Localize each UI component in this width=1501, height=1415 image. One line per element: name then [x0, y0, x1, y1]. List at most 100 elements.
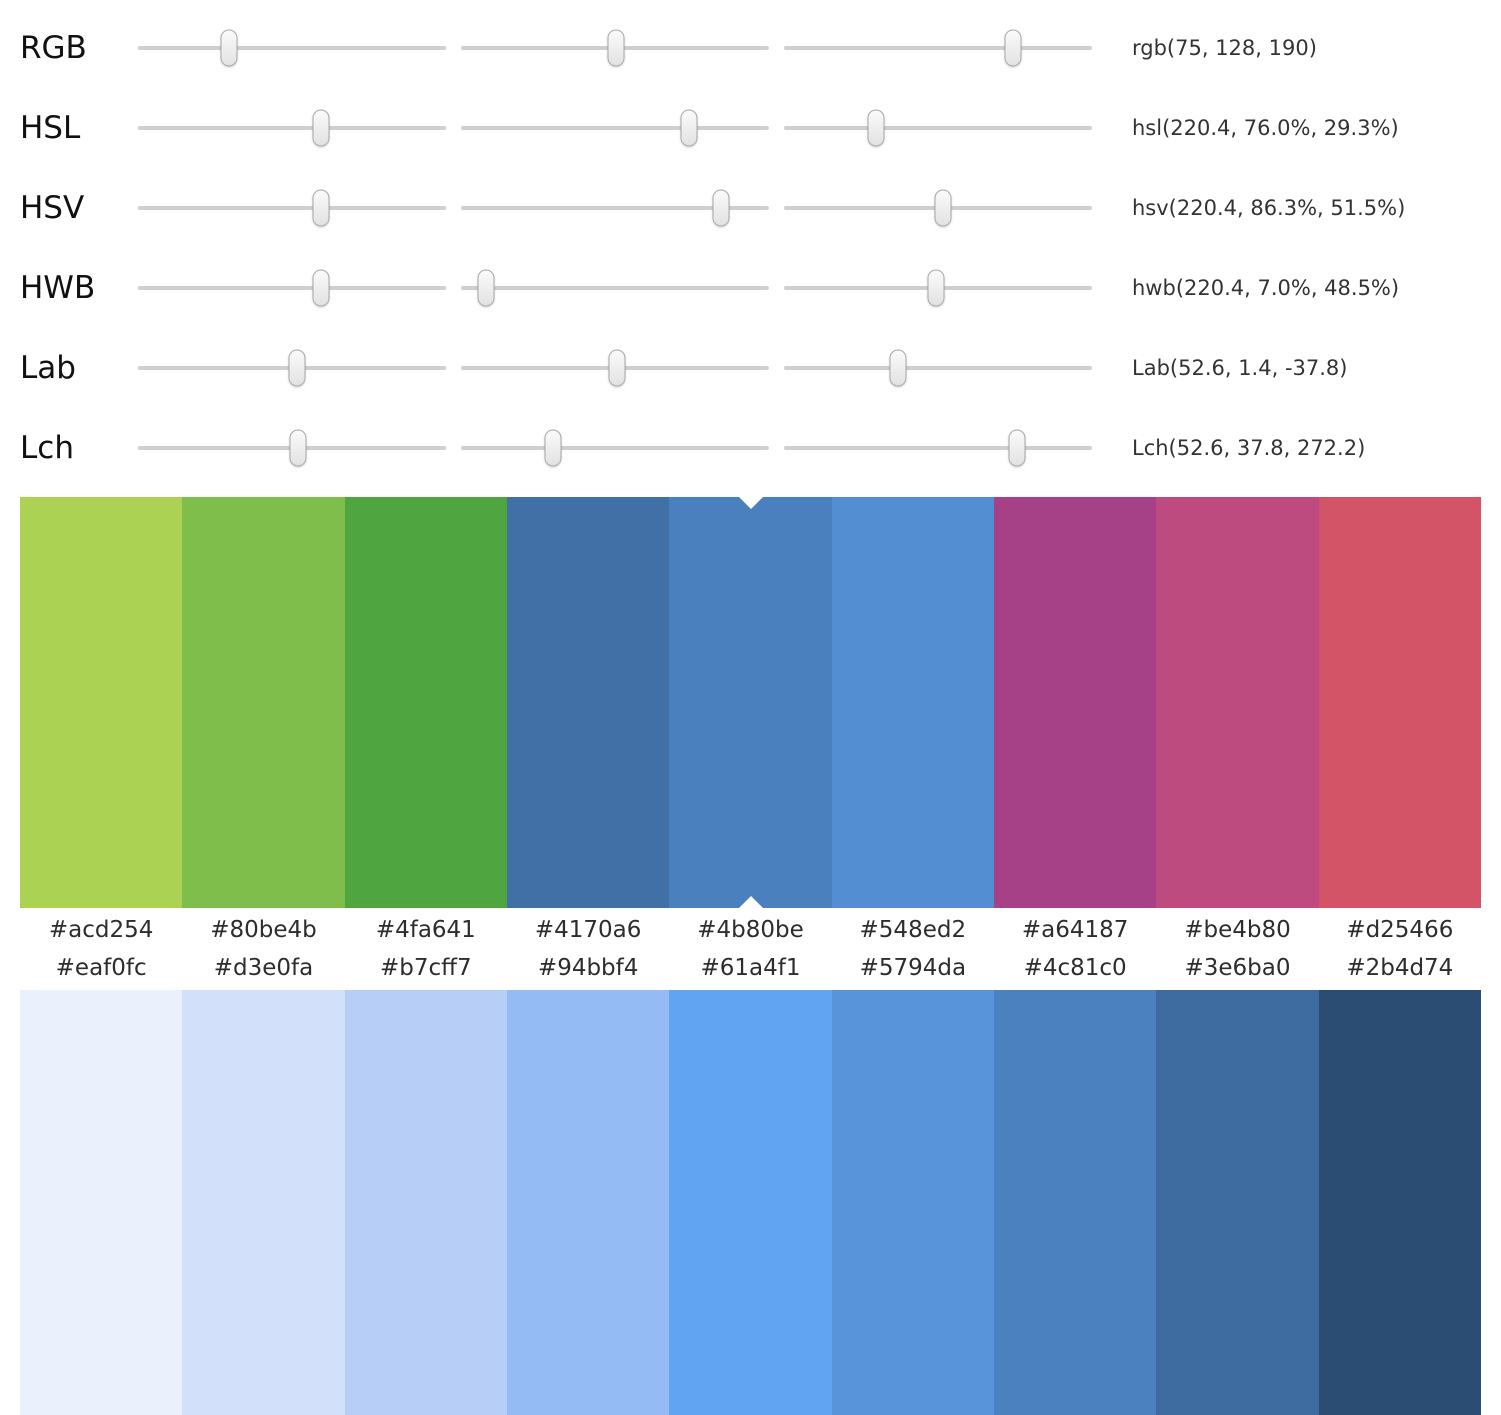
slider-thumb[interactable] — [889, 349, 907, 387]
palette-swatch[interactable] — [182, 990, 345, 1415]
palette-swatch[interactable] — [182, 497, 345, 908]
hex-label: #2b4d74 — [1346, 955, 1454, 981]
slider-thumb[interactable] — [312, 109, 330, 147]
rgb-channel-3-slider[interactable] — [784, 26, 1092, 70]
palette-swatch[interactable] — [993, 990, 1157, 1415]
palette-swatch[interactable] — [993, 497, 1157, 908]
hsv-label: HSV — [20, 190, 85, 226]
slider-thumb[interactable] — [712, 189, 730, 227]
lab-channel-1-slider[interactable] — [138, 346, 446, 390]
hsl-channel-1-slider[interactable] — [138, 106, 446, 150]
slider-thumb[interactable] — [927, 269, 945, 307]
hex-label: #4b80be — [697, 917, 804, 943]
palette-swatch[interactable] — [831, 990, 994, 1415]
hsv-channel-1-slider[interactable] — [138, 186, 446, 230]
hsl-label: HSL — [20, 110, 81, 146]
hex-label: #4fa641 — [375, 917, 476, 943]
rgb-label: RGB — [20, 30, 87, 66]
hsl-channel-2-slider[interactable] — [461, 106, 769, 150]
hsl-slider-row: HSL hsl(220.4, 76.0%, 29.3%) — [20, 88, 1501, 168]
slider-section: RGB rgb(75, 128, 190) HSL — [0, 0, 1501, 488]
palette-swatch[interactable] — [831, 497, 994, 908]
slider-track[interactable] — [138, 286, 446, 290]
slider-thumb[interactable] — [607, 29, 625, 67]
slider-thumb[interactable] — [220, 29, 238, 67]
hwb-channel-1-slider[interactable] — [138, 266, 446, 310]
lab-channel-2-slider[interactable] — [461, 346, 769, 390]
slider-thumb[interactable] — [608, 349, 626, 387]
hsl-value: hsl(220.4, 76.0%, 29.3%) — [1132, 116, 1399, 140]
hex-label: #a64187 — [1021, 917, 1129, 943]
hex-label: #94bbf4 — [537, 955, 639, 981]
slider-thumb[interactable] — [1008, 429, 1026, 467]
slider-thumb[interactable] — [312, 269, 330, 307]
slider-thumb[interactable] — [289, 429, 307, 467]
palette-swatch[interactable] — [1156, 990, 1319, 1415]
slider-track[interactable] — [461, 126, 769, 130]
slider-track[interactable] — [461, 286, 769, 290]
hex-label: #5794da — [859, 955, 967, 981]
slider-thumb[interactable] — [544, 429, 562, 467]
rgb-value: rgb(75, 128, 190) — [1132, 36, 1317, 60]
slider-track[interactable] — [138, 126, 446, 130]
hsv-channel-2-slider[interactable] — [461, 186, 769, 230]
hex-label: #b7cff7 — [380, 955, 472, 981]
palette-swatch[interactable] — [20, 990, 183, 1415]
slider-track[interactable] — [784, 366, 1092, 370]
hwb-channel-2-slider[interactable] — [461, 266, 769, 310]
slider-track[interactable] — [784, 126, 1092, 130]
palette-section: #acd254 #80be4b #4fa641 #4170a6 #4b80be … — [20, 497, 1481, 1415]
palette-swatch[interactable] — [506, 497, 670, 908]
rgb-channel-2-slider[interactable] — [461, 26, 769, 70]
lch-channel-1-slider[interactable] — [138, 426, 446, 470]
slider-thumb[interactable] — [867, 109, 885, 147]
hsv-channel-3-slider[interactable] — [784, 186, 1092, 230]
slider-track[interactable] — [138, 46, 446, 50]
lab-channel-3-slider[interactable] — [784, 346, 1092, 390]
palette-swatch[interactable] — [669, 497, 832, 908]
lab-label: Lab — [20, 350, 76, 386]
lch-value: Lch(52.6, 37.8, 272.2) — [1132, 436, 1366, 460]
palette-swatch[interactable] — [1156, 497, 1319, 908]
slider-track[interactable] — [138, 206, 446, 210]
slider-track[interactable] — [784, 446, 1092, 450]
hex-label: #be4b80 — [1184, 917, 1291, 943]
rgb-channel-1-slider[interactable] — [138, 26, 446, 70]
hex-label: #eaf0fc — [55, 955, 147, 981]
hex-label: #4170a6 — [534, 917, 642, 943]
slider-track[interactable] — [461, 206, 769, 210]
palette-swatch[interactable] — [1318, 497, 1481, 908]
lch-channel-2-slider[interactable] — [461, 426, 769, 470]
slider-thumb[interactable] — [477, 269, 495, 307]
slider-thumb[interactable] — [312, 189, 330, 227]
hex-label: #3e6ba0 — [1184, 955, 1291, 981]
palette-swatch[interactable] — [344, 497, 507, 908]
hex-label: #61a4f1 — [700, 955, 801, 981]
rgb-slider-row: RGB rgb(75, 128, 190) — [20, 8, 1501, 88]
lightness-palette-hex-labels: #eaf0fc #d3e0fa #b7cff7 #94bbf4 #61a4f1 … — [20, 951, 1481, 990]
slider-track[interactable] — [784, 46, 1092, 50]
hex-label: #d3e0fa — [213, 955, 314, 981]
palette-swatch[interactable] — [506, 990, 670, 1415]
slider-thumb[interactable] — [1004, 29, 1022, 67]
lab-value: Lab(52.6, 1.4, -37.8) — [1132, 356, 1348, 380]
hex-label: #80be4b — [210, 917, 317, 943]
hwb-channel-3-slider[interactable] — [784, 266, 1092, 310]
hex-label: #548ed2 — [859, 917, 967, 943]
hex-label: #4c81c0 — [1023, 955, 1127, 981]
lab-slider-row: Lab Lab(52.6, 1.4, -37.8) — [20, 328, 1501, 408]
slider-thumb[interactable] — [680, 109, 698, 147]
lch-channel-3-slider[interactable] — [784, 426, 1092, 470]
palette-swatch[interactable] — [1318, 990, 1481, 1415]
slider-thumb[interactable] — [934, 189, 952, 227]
slider-track[interactable] — [461, 446, 769, 450]
hsv-value: hsv(220.4, 86.3%, 51.5%) — [1132, 196, 1406, 220]
palette-swatch[interactable] — [669, 990, 832, 1415]
palette-swatch[interactable] — [344, 990, 507, 1415]
slider-thumb[interactable] — [288, 349, 306, 387]
palette-swatch[interactable] — [20, 497, 183, 908]
hsl-channel-3-slider[interactable] — [784, 106, 1092, 150]
hue-palette-hex-labels: #acd254 #80be4b #4fa641 #4170a6 #4b80be … — [20, 908, 1481, 951]
hex-label: #acd254 — [48, 917, 154, 943]
